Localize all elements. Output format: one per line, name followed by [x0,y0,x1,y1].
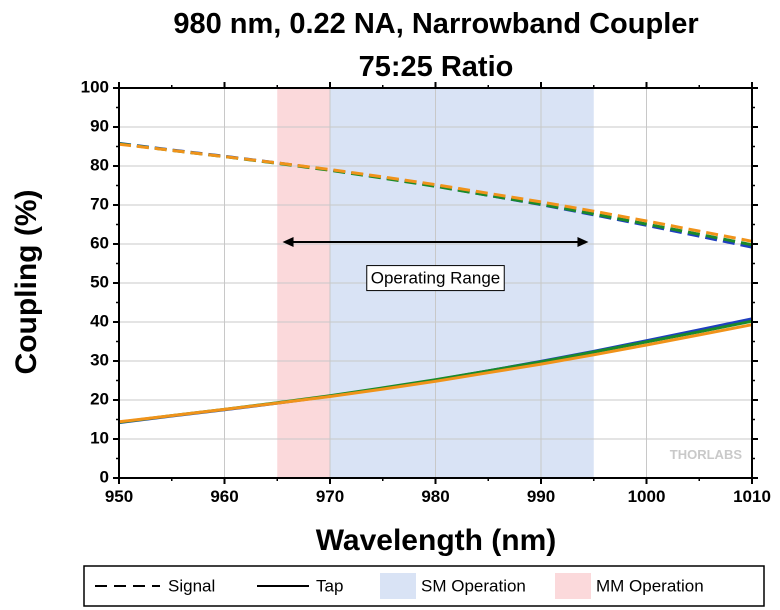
x-tick-label: 990 [527,487,555,506]
y-tick-label: 80 [90,155,109,174]
legend: Signal Tap SM Operation MM Operation [83,565,765,607]
plot-area: THORLABS Operating Range 0 10 20 30 40 50 60 70 80… [81,77,771,506]
thorlabs-watermark: THORLABS [670,447,743,462]
y-tick-label: 50 [90,272,109,291]
y-tick-label: 10 [90,428,109,447]
legend-label: Signal [168,576,215,595]
legend-item-mm-operation: MM Operation [555,573,704,599]
y-tick-label: 40 [90,311,109,330]
operating-range-label: Operating Range [366,265,505,292]
y-tick-label: 0 [100,467,109,486]
signal-series-line [118,142,753,243]
signal-series-line [118,142,753,247]
y-tick-label: 20 [90,389,109,408]
svg-text:Operating Range: Operating Range [371,269,500,288]
legend-item-signal: Signal [95,576,215,595]
legend-label: SM Operation [421,576,526,595]
axis-ticks: 0 10 20 30 40 50 60 70 80 90 100 950 960 970 980 990 100… [81,77,771,506]
operating-range-arrow [282,237,589,248]
legend-item-sm-operation: SM Operation [380,573,526,599]
x-tick-label: 980 [421,487,449,506]
y-tick-label: 30 [90,350,109,369]
tap-series-line [118,323,753,424]
legend-label: MM Operation [596,576,704,595]
x-tick-label: 950 [105,487,133,506]
x-tick-label: 960 [210,487,238,506]
y-tick-label: 70 [90,194,109,213]
x-axis-title: Wavelength (nm) [316,524,557,557]
legend-item-tap: Tap [257,576,343,595]
x-tick-label: 970 [316,487,344,506]
legend-label: Tap [316,576,343,595]
y-axis-title: Coupling (%) [10,190,43,375]
y-tick-label: 60 [90,233,109,252]
x-tick-label: 1010 [733,487,771,506]
legend-box [83,565,765,607]
y-tick-label: 100 [81,77,109,96]
chart-title: 980 nm, 0.22 NA, Narrowband Coupler [173,8,698,40]
chart-subtitle: 75:25 Ratio [359,51,514,83]
x-tick-label: 1000 [628,487,666,506]
y-tick-label: 90 [90,116,109,135]
